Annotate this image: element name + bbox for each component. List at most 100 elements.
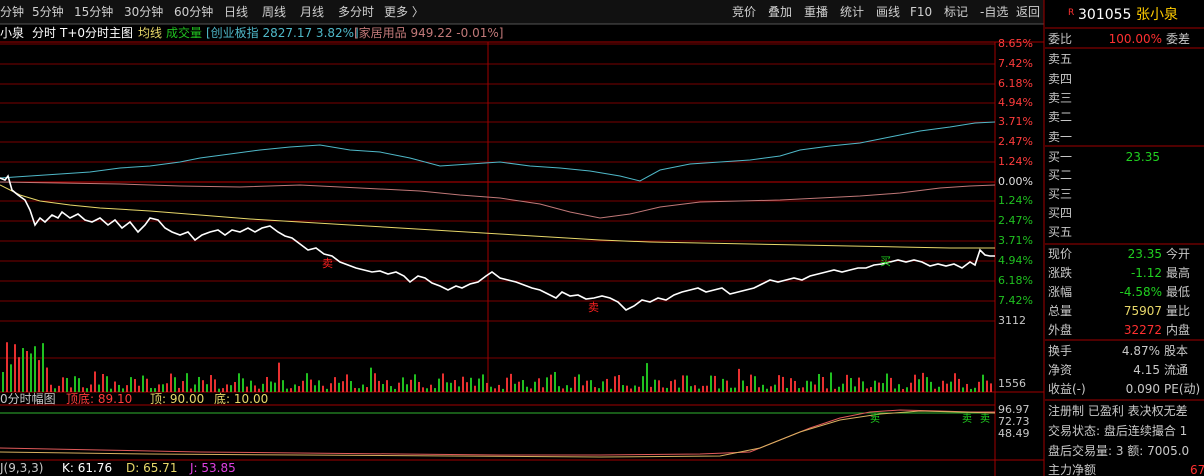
volume-bar bbox=[490, 386, 492, 392]
volume-bar bbox=[118, 384, 120, 392]
period-tab[interactable]: 多分时 bbox=[338, 5, 375, 19]
sector-info: [家居用品 949.22 -0.01%] bbox=[354, 26, 504, 40]
volume-bar bbox=[534, 381, 536, 392]
indicator-signal: 卖 bbox=[980, 414, 990, 425]
volume-bar bbox=[898, 384, 900, 392]
volume-bar bbox=[582, 385, 584, 392]
volume-bar bbox=[474, 385, 476, 392]
volume-bar bbox=[194, 384, 196, 392]
volume-bar bbox=[610, 388, 612, 392]
volume-bar bbox=[402, 377, 404, 392]
volume-bar bbox=[90, 384, 92, 392]
row-label: 量比 bbox=[1166, 304, 1191, 318]
volume-bar bbox=[318, 380, 320, 392]
kdj-title: J(9,3,3) bbox=[0, 461, 44, 475]
volume-bar bbox=[6, 342, 8, 392]
volume-bar bbox=[926, 377, 928, 392]
volume-bar bbox=[942, 380, 944, 392]
indicator-value: 顶底: 89.10 bbox=[66, 392, 133, 406]
row-value: 0.090 bbox=[1125, 382, 1160, 396]
volume-bar bbox=[46, 367, 48, 392]
volume-bar bbox=[698, 388, 700, 392]
period-tab[interactable]: 30分钟 bbox=[124, 5, 164, 19]
volume-bar bbox=[346, 374, 348, 392]
volume-bar bbox=[742, 380, 744, 392]
toolbar-button[interactable]: 竞价 bbox=[732, 5, 757, 19]
volume-bar bbox=[182, 381, 184, 392]
ask-label: 卖五 bbox=[1048, 52, 1073, 66]
note: 交易状态: 盘后连续撮合 1 bbox=[1048, 424, 1188, 438]
volume-bar bbox=[422, 387, 424, 392]
toolbar-button[interactable]: F10 bbox=[910, 5, 933, 19]
period-tab[interactable]: 更多 〉 bbox=[384, 5, 424, 19]
volume-bar bbox=[806, 380, 808, 392]
ask-label: 卖四 bbox=[1048, 72, 1073, 86]
row-label: 涨跌 bbox=[1048, 266, 1073, 280]
period-tab[interactable]: 月线 bbox=[300, 5, 325, 19]
volume-bar bbox=[838, 386, 840, 392]
volume-bar bbox=[386, 380, 388, 392]
volume-bar bbox=[390, 386, 392, 392]
period-tab[interactable]: 周线 bbox=[262, 5, 287, 19]
volume-bar bbox=[802, 387, 804, 392]
volume-bar bbox=[242, 378, 244, 392]
volume-bar bbox=[310, 379, 312, 392]
axis-label: 0.00% bbox=[998, 175, 1033, 188]
volume-bar bbox=[870, 387, 872, 392]
volume-bar bbox=[882, 383, 884, 392]
axis-label: 72.73 bbox=[998, 415, 1030, 428]
row-label: 现价 bbox=[1048, 247, 1073, 261]
volume-bar bbox=[578, 374, 580, 392]
volume-bar bbox=[790, 378, 792, 392]
volume-bar bbox=[142, 375, 144, 392]
row-value: 4.15 bbox=[1133, 363, 1160, 377]
volume-bar bbox=[234, 381, 236, 392]
volume-bar bbox=[106, 376, 108, 392]
volume-bar bbox=[814, 384, 816, 392]
trade-signal: 买 bbox=[880, 255, 891, 268]
volume-bar bbox=[574, 376, 576, 392]
volume-bar bbox=[758, 387, 760, 392]
period-tab[interactable]: 15分钟 bbox=[74, 5, 114, 19]
toolbar-button[interactable]: -自选 bbox=[980, 5, 1009, 19]
volume-bar bbox=[910, 382, 912, 392]
volume-bar bbox=[886, 373, 888, 392]
row-value: 32272 bbox=[1123, 323, 1162, 337]
volume-bar bbox=[14, 344, 16, 392]
volume-bar bbox=[226, 384, 228, 392]
volume-bar bbox=[54, 388, 56, 392]
period-tab[interactable]: 分钟 bbox=[0, 5, 25, 19]
volume-bar bbox=[586, 380, 588, 392]
toolbar-button[interactable]: 返回 bbox=[1016, 5, 1041, 19]
toolbar-button[interactable]: 统计 bbox=[840, 5, 865, 19]
volume-bar bbox=[190, 388, 192, 392]
period-tab[interactable]: 60分钟 bbox=[174, 5, 214, 19]
volume-bar bbox=[794, 380, 796, 392]
volume-bar bbox=[630, 388, 632, 392]
volume-bar bbox=[714, 375, 716, 392]
toolbar-button[interactable]: 叠加 bbox=[768, 5, 793, 19]
toolbar-button[interactable]: 标记 bbox=[944, 5, 969, 19]
volume-bar bbox=[322, 385, 324, 392]
toolbar-button[interactable]: 重播 bbox=[804, 5, 829, 19]
volume-bar bbox=[730, 387, 732, 392]
volume-bar bbox=[850, 378, 852, 392]
indicator-line bbox=[0, 410, 996, 458]
volume-bar bbox=[522, 380, 524, 392]
volume-bar bbox=[342, 381, 344, 392]
volume-bar bbox=[766, 388, 768, 392]
volume-bar bbox=[10, 364, 12, 392]
volume-bar bbox=[370, 367, 372, 392]
volume-bar bbox=[334, 377, 336, 392]
volume-bar bbox=[902, 388, 904, 392]
volume-bar bbox=[362, 384, 364, 392]
volume-bar bbox=[482, 374, 484, 392]
period-tab[interactable]: 日线 bbox=[224, 5, 249, 19]
period-tab[interactable]: 5分钟 bbox=[32, 5, 64, 19]
volume-bar bbox=[478, 378, 480, 392]
toolbar-button[interactable]: 画线 bbox=[876, 5, 901, 19]
volume-bar bbox=[518, 381, 520, 392]
volume-bar bbox=[206, 384, 208, 392]
volume-bar bbox=[606, 378, 608, 392]
volume-bar bbox=[546, 377, 548, 392]
